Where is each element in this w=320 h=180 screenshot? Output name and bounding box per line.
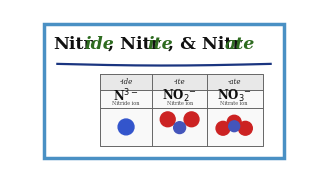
Ellipse shape: [238, 121, 252, 135]
Bar: [100, 90, 263, 107]
Text: ate: ate: [225, 36, 255, 53]
Text: Nitrite ion: Nitrite ion: [167, 101, 193, 106]
FancyBboxPatch shape: [44, 24, 284, 158]
Ellipse shape: [229, 121, 240, 132]
Text: , Nitr: , Nitr: [108, 36, 159, 53]
Text: NO$_{3}$$^{-}$: NO$_{3}$$^{-}$: [217, 88, 252, 104]
Text: ide: ide: [84, 36, 114, 53]
Bar: [100, 74, 263, 90]
Text: Nitr: Nitr: [54, 36, 93, 53]
Text: Nitride ion: Nitride ion: [112, 101, 140, 106]
Ellipse shape: [216, 121, 230, 135]
Text: -ide: -ide: [119, 78, 133, 86]
Ellipse shape: [160, 112, 175, 127]
Text: NO$_{2}$$^{-}$: NO$_{2}$$^{-}$: [162, 88, 197, 104]
Text: ite: ite: [148, 36, 173, 53]
Ellipse shape: [184, 112, 199, 127]
Ellipse shape: [174, 122, 186, 134]
Ellipse shape: [227, 115, 241, 129]
Text: , & Nitr: , & Nitr: [168, 36, 241, 53]
Bar: [100, 107, 263, 146]
Ellipse shape: [118, 119, 134, 135]
Text: N$^{3-}$: N$^{3-}$: [113, 88, 139, 104]
Text: -ate: -ate: [228, 78, 241, 86]
Text: -ite: -ite: [174, 78, 185, 86]
Text: Nitrate ion: Nitrate ion: [220, 101, 248, 106]
